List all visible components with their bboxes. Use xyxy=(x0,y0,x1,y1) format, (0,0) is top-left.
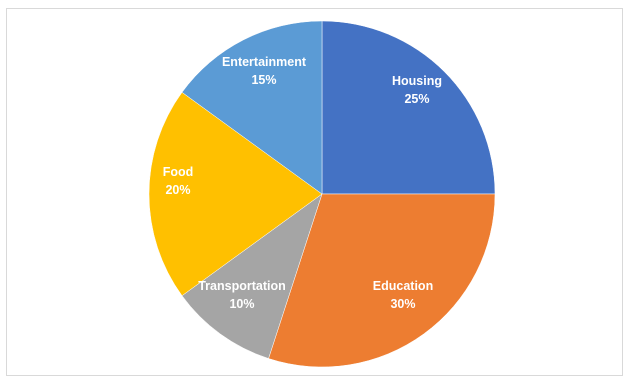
slice-value-entertainment: 15% xyxy=(251,73,276,87)
slice-label-transportation: Transportation xyxy=(198,279,286,293)
slice-value-food: 20% xyxy=(165,183,190,197)
pie-slice-transportation xyxy=(181,193,323,359)
pie-labels: Housing 25% Education 30% Transportation 10% F… xyxy=(163,55,442,311)
pie-slices xyxy=(148,20,496,368)
pie-slice-entertainment xyxy=(181,20,323,195)
slice-label-food: Food xyxy=(163,165,194,179)
slice-label-housing: Housing xyxy=(392,74,442,88)
slice-label-education: Education xyxy=(373,279,433,293)
slice-value-transportation: 10% xyxy=(229,297,254,311)
pie-slice-housing xyxy=(321,20,496,195)
slice-label-entertainment: Entertainment xyxy=(222,55,307,69)
pie-slice-education xyxy=(268,193,496,368)
slice-value-education: 30% xyxy=(390,297,415,311)
pie-slice-food xyxy=(148,91,323,297)
slice-value-housing: 25% xyxy=(404,92,429,106)
